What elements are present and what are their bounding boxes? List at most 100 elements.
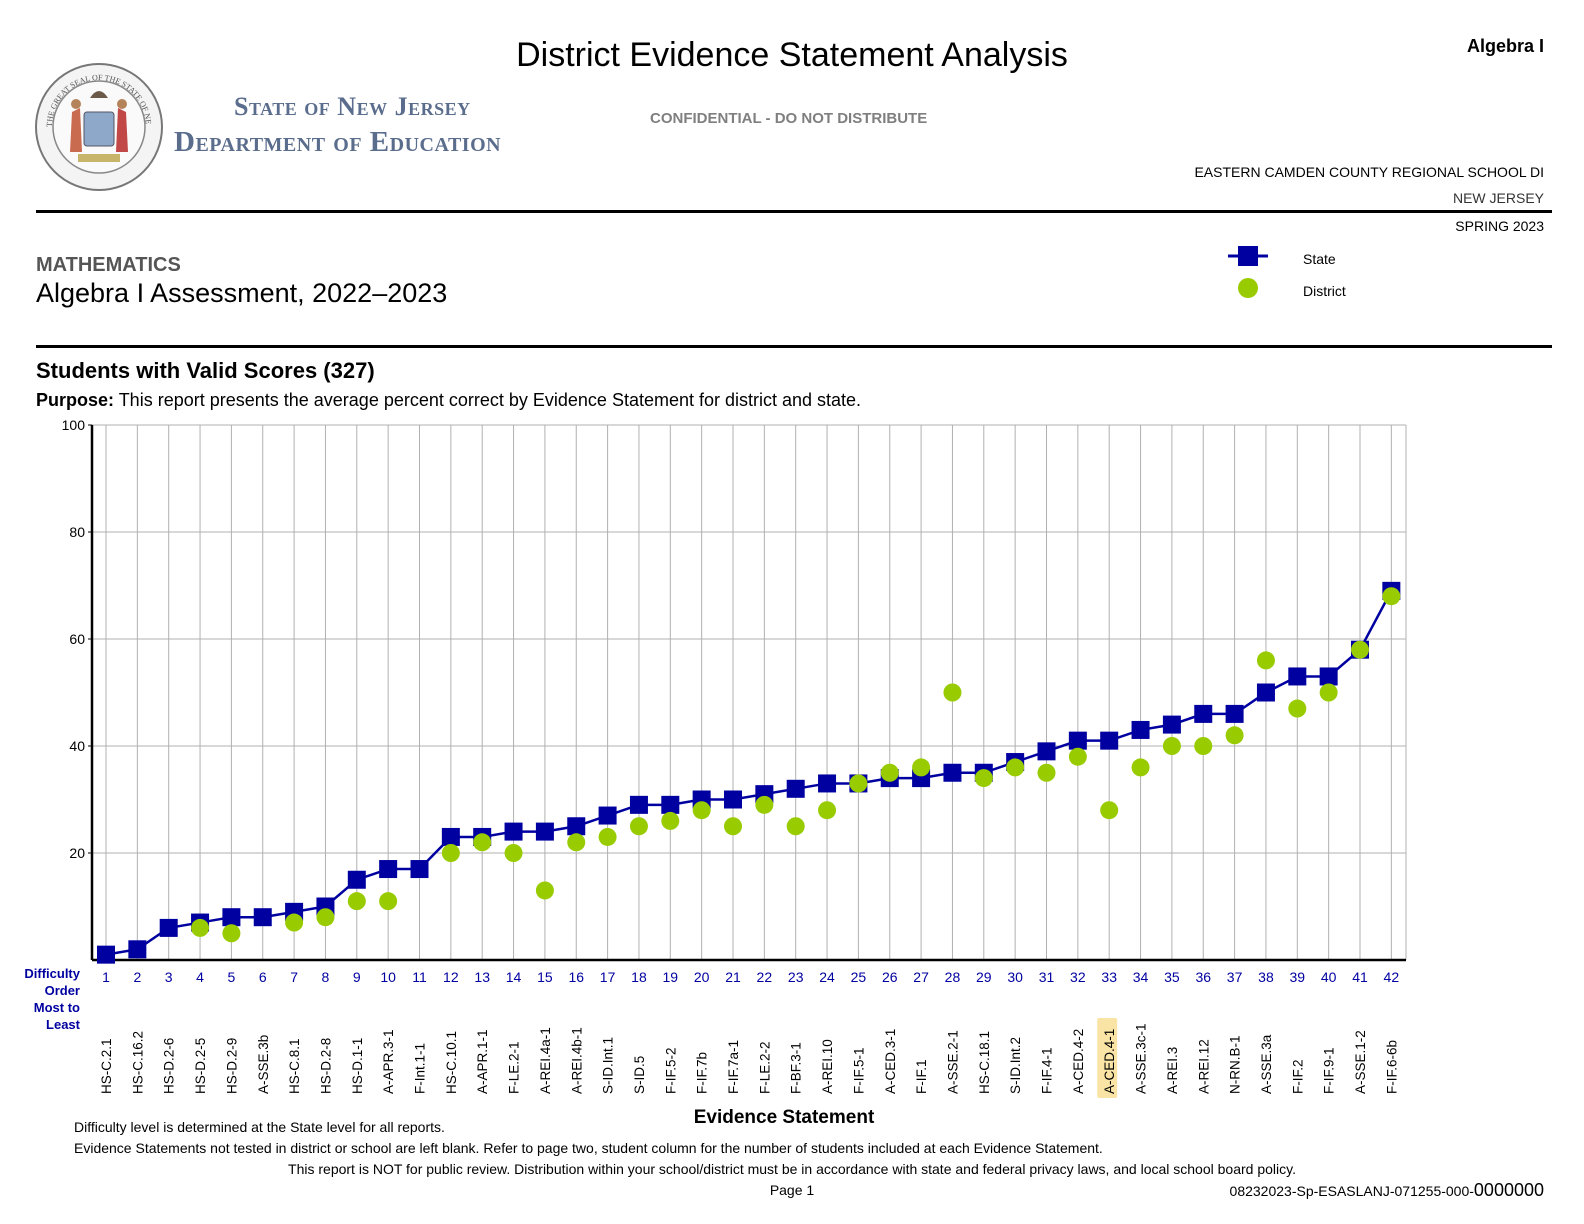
department-name-line1: State of New Jersey: [234, 92, 471, 121]
state-point: [1256, 683, 1275, 702]
x-category-label: A-SSE.3c-1: [1134, 1023, 1149, 1094]
test-term: SPRING 2023: [1455, 218, 1544, 234]
x-category-label: F-LE.2-1: [507, 1041, 522, 1094]
highlight-marker: [1097, 1018, 1118, 1098]
district-point: [379, 892, 398, 911]
state-point: [1319, 667, 1338, 686]
difficulty-order-number: 39: [1290, 969, 1306, 985]
department-name-line2: Department of Education: [174, 126, 502, 158]
x-category-label: A-APR.1-1: [475, 1029, 490, 1094]
difficulty-order-number: 16: [568, 969, 584, 985]
district-point: [661, 811, 680, 830]
footer-privacy-note: This report is NOT for public review. Di…: [288, 1161, 1296, 1177]
difficulty-order-number: 18: [631, 969, 647, 985]
difficulty-order-number: 4: [196, 969, 204, 985]
x-category-label: S-ID.Int.2: [1008, 1037, 1023, 1094]
district-point: [1100, 801, 1119, 820]
x-category-label: F-BF.3-1: [789, 1042, 804, 1094]
district-point: [629, 817, 648, 836]
difficulty-order-number: 34: [1133, 969, 1149, 985]
difficulty-order-number: 9: [353, 969, 361, 985]
state-name: NEW JERSEY: [1452, 190, 1544, 206]
district-point: [1037, 763, 1056, 782]
x-category-label: A-CED.3-1: [883, 1029, 898, 1094]
district-point: [222, 924, 241, 943]
state-point: [128, 940, 147, 959]
district-point: [974, 769, 993, 788]
x-category-label: A-REI.12: [1196, 1039, 1211, 1094]
state-point: [1288, 667, 1307, 686]
state-point: [598, 806, 617, 825]
report-title: District Evidence Statement Analysis: [516, 36, 1068, 74]
district-point: [692, 801, 711, 820]
difficulty-order-number: 2: [133, 969, 141, 985]
difficulty-order-number: 17: [600, 969, 616, 985]
legend-district-label: District: [1303, 283, 1346, 299]
difficulty-order-label: Order: [45, 983, 80, 998]
difficulty-order-number: 10: [380, 969, 396, 985]
state-point: [629, 795, 648, 814]
x-category-label: HS-D.1-1: [350, 1038, 365, 1094]
x-category-label: HS-C.18.1: [977, 1031, 992, 1094]
district-name: EASTERN CAMDEN COUNTY REGIONAL SCHOOL DI: [1194, 164, 1544, 180]
district-point: [943, 683, 962, 702]
district-point: [1288, 699, 1307, 718]
difficulty-order-number: 3: [165, 969, 173, 985]
difficulty-order-number: 27: [913, 969, 929, 985]
district-point: [1225, 726, 1244, 745]
x-category-label: N-RN.B-1: [1228, 1035, 1243, 1094]
district-point: [1131, 758, 1150, 777]
district-point: [347, 892, 366, 911]
district-point: [724, 817, 742, 836]
x-category-label: HS-D.2-9: [224, 1038, 239, 1094]
difficulty-order-number: 22: [757, 969, 773, 985]
x-category-label: A-REI.3: [1165, 1047, 1180, 1094]
state-point: [535, 822, 554, 841]
x-category-label: HS-C.16.2: [130, 1031, 145, 1094]
section-divider: [36, 345, 1552, 348]
x-category-label: A-SSE.1-2: [1353, 1030, 1368, 1094]
x-axis-title: Evidence Statement: [694, 1107, 875, 1128]
difficulty-order-number: 6: [259, 969, 267, 985]
difficulty-order-number: 40: [1321, 969, 1337, 985]
x-category-label: S-ID.5: [632, 1056, 647, 1094]
legend-state-label: State: [1303, 251, 1336, 267]
state-point: [504, 822, 523, 841]
x-category-label: HS-C.8.1: [287, 1038, 302, 1094]
difficulty-order-number: 23: [788, 969, 804, 985]
difficulty-order-number: 37: [1227, 969, 1243, 985]
y-tick-label: 40: [69, 738, 85, 754]
district-point: [1256, 651, 1275, 670]
state-point: [786, 779, 805, 798]
district-point: [473, 833, 492, 852]
x-category-label: A-CED.4-1: [1102, 1029, 1117, 1094]
chart-legend: [1228, 246, 1268, 298]
district-point: [818, 801, 837, 820]
difficulty-order-number: 33: [1101, 969, 1117, 985]
difficulty-order-number: 13: [474, 969, 490, 985]
state-point: [410, 860, 429, 879]
footer-difficulty-note: Difficulty level is determined at the St…: [74, 1119, 445, 1135]
state-seal-logo: THE GREAT SEAL OF THE STATE OF NEW JERSE…: [34, 62, 163, 191]
legend-district-marker: [1238, 278, 1258, 298]
difficulty-order-label: Least: [46, 1017, 81, 1032]
y-tick-label: 60: [69, 631, 85, 647]
difficulty-order-number: 35: [1164, 969, 1180, 985]
state-point: [818, 774, 837, 793]
state-point: [1194, 704, 1213, 723]
difficulty-order-number: 24: [819, 969, 835, 985]
difficulty-order-number: 30: [1007, 969, 1023, 985]
district-point: [504, 844, 523, 862]
x-category-label: F-LE.2-2: [757, 1041, 772, 1094]
state-series-line: [105, 590, 1393, 956]
district-point: [441, 844, 460, 862]
x-category-label: F-IF.5-1: [851, 1047, 866, 1094]
district-point: [880, 763, 899, 782]
x-category-label: F-IF.9-1: [1322, 1047, 1337, 1094]
difficulty-order-number: 19: [663, 969, 679, 985]
subject-label: MATHEMATICS: [36, 254, 181, 276]
state-point: [724, 790, 742, 809]
district-point: [755, 795, 774, 814]
y-tick-label: 20: [69, 845, 85, 861]
